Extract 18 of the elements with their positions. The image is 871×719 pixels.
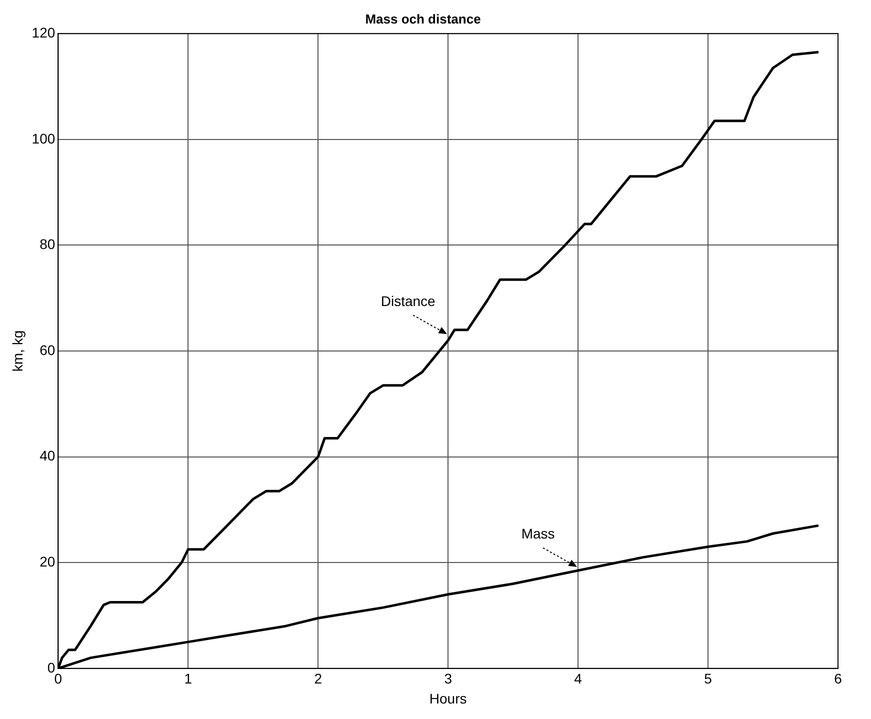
y-tick-label: 0 <box>47 659 56 676</box>
x-tick-label: 5 <box>704 670 712 687</box>
annotation: Distance <box>380 292 436 309</box>
y-tick-label: 20 <box>40 553 56 570</box>
y-tick-label: 40 <box>40 448 56 464</box>
x-axis-title: Hours <box>429 690 467 706</box>
x-tick-label: 6 <box>834 670 842 687</box>
y-axis-title: km, kg <box>9 330 26 372</box>
y-tick-label: 60 <box>40 342 56 358</box>
y-tick-label: 100 <box>32 130 56 146</box>
x-tick-label: 3 <box>444 670 452 687</box>
chart-title: Mass och distance <box>365 11 481 26</box>
y-tick-label: 120 <box>32 24 56 40</box>
annotation: Mass <box>521 526 555 542</box>
x-tick-label: 1 <box>184 670 192 687</box>
x-tick-label: 4 <box>574 670 582 687</box>
x-tick-label: 2 <box>314 670 322 687</box>
y-tick-label: 80 <box>40 236 56 252</box>
